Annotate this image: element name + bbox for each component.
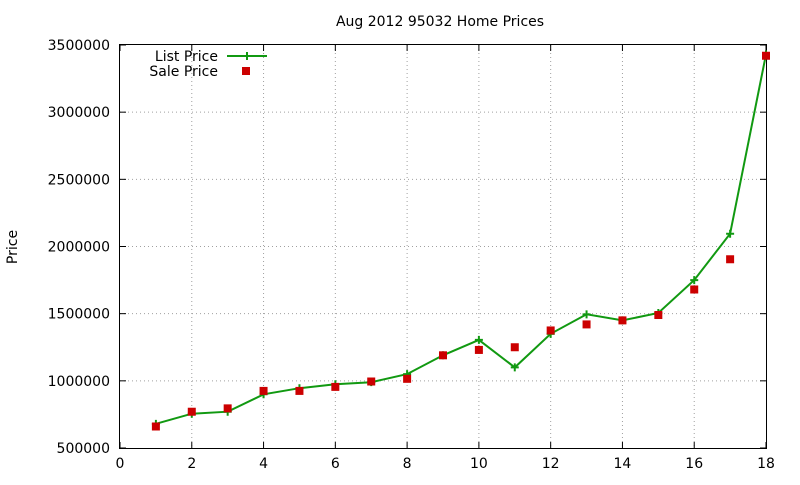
y-tick-label: 1500000 — [48, 307, 110, 323]
list-price-point — [510, 363, 519, 372]
sale-price-point — [690, 285, 699, 294]
list-price-point — [690, 276, 699, 285]
sale-price-point — [618, 316, 627, 325]
grid-lines — [120, 45, 766, 448]
sale-price-point — [654, 311, 663, 320]
x-tick-label: 14 — [614, 456, 632, 472]
y-tick-label: 2000000 — [48, 240, 110, 256]
legend-label-list-price: List Price — [155, 49, 218, 65]
sale-price-point — [259, 386, 268, 395]
sale-price-point — [295, 386, 304, 395]
sale-price-point — [151, 422, 160, 431]
list-price-point — [726, 229, 735, 238]
sale-price-point — [762, 51, 770, 60]
list-price-point — [582, 310, 591, 319]
y-tick-label: 3500000 — [48, 38, 110, 54]
sale-price-point — [331, 382, 340, 391]
series-layer — [151, 50, 770, 431]
legend-marker-list-price — [243, 52, 251, 60]
sale-price-point — [403, 374, 412, 383]
axis-ticks: 0 2 4 6 8 10 12 14 16 18 500000 1000000 1500000 20000… — [48, 38, 775, 472]
x-tick-label: 4 — [259, 456, 268, 472]
legend: List Price Sale Price — [149, 49, 267, 80]
legend-label-sale-price: Sale Price — [149, 64, 218, 80]
sale-price-point — [367, 377, 376, 386]
sale-price-point — [726, 255, 735, 264]
legend-marker-sale-price — [242, 67, 250, 75]
y-tick-label: 1000000 — [48, 374, 110, 390]
sale-price-point — [439, 351, 447, 360]
chart-title: Aug 2012 95032 Home Prices — [336, 14, 544, 30]
sale-price-point — [474, 345, 483, 354]
x-tick-label: 16 — [685, 456, 703, 472]
y-tick-label: 500000 — [57, 441, 110, 457]
x-tick-label: 2 — [187, 456, 196, 472]
list-price-point — [474, 335, 483, 344]
plot-frame — [119, 44, 767, 449]
x-tick-label: 8 — [403, 456, 412, 472]
y-tick-label: 2500000 — [48, 172, 110, 188]
x-tick-label: 10 — [470, 456, 488, 472]
x-tick-label: 12 — [542, 456, 560, 472]
sale-price-point — [223, 404, 232, 413]
sale-price-point — [187, 407, 196, 416]
x-tick-label: 0 — [116, 456, 125, 472]
x-tick-label: 6 — [331, 456, 340, 472]
y-axis-label: Price — [5, 230, 21, 264]
series-line-list-price — [155, 54, 767, 425]
sale-price-point — [510, 343, 519, 352]
sale-price-point — [546, 326, 555, 335]
y-tick-label: 3000000 — [48, 105, 110, 121]
x-tick-label: 18 — [757, 456, 775, 472]
sale-price-point — [582, 320, 591, 329]
